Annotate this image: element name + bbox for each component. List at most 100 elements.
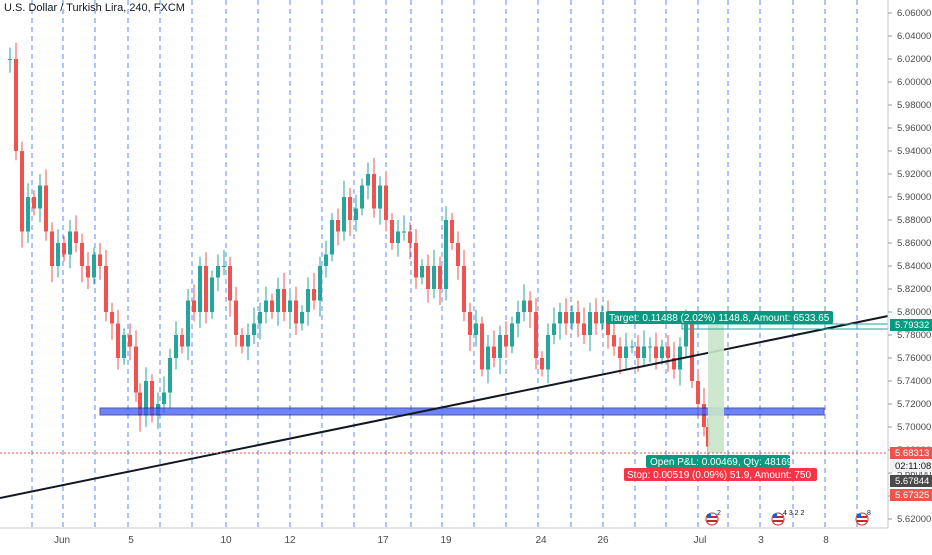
price-tick-label: 5.86000 bbox=[897, 238, 931, 249]
candle-body bbox=[288, 300, 292, 312]
candle-body bbox=[396, 231, 400, 243]
candle-body bbox=[666, 346, 670, 358]
candle-body bbox=[20, 151, 24, 232]
candle-body bbox=[414, 243, 418, 278]
price-tick-label: 5.76000 bbox=[897, 353, 931, 364]
us-flag-event-icon[interactable]: 8 bbox=[855, 510, 871, 526]
price-tick-label: 5.66000 bbox=[897, 468, 931, 479]
candle-body bbox=[378, 185, 382, 209]
price-tick-label: 5.94000 bbox=[897, 146, 931, 157]
candle-body bbox=[600, 312, 604, 324]
candle-body bbox=[246, 335, 250, 347]
candle-body bbox=[324, 254, 328, 266]
candle-body bbox=[252, 323, 256, 335]
us-flag-event-icon[interactable]: 4 3 2 2 bbox=[771, 510, 805, 526]
stop-label[interactable]: Stop: 0.00519 (0.09%) 51.9, Amount: 750 bbox=[624, 468, 817, 481]
price-tick-label: 6.06000 bbox=[897, 8, 931, 19]
candle-body bbox=[258, 312, 262, 324]
candle-body bbox=[354, 208, 358, 220]
candle-body bbox=[216, 266, 220, 278]
price-tick-label: 5.90000 bbox=[897, 192, 931, 203]
candle-body bbox=[318, 266, 322, 301]
svg-text:2: 2 bbox=[717, 510, 721, 517]
candle-body bbox=[462, 266, 466, 312]
candle-body bbox=[528, 300, 532, 312]
svg-text:5.79332: 5.79332 bbox=[895, 320, 929, 331]
candle-body bbox=[342, 197, 346, 232]
price-tick-label: 5.62000 bbox=[897, 514, 931, 525]
candle-body bbox=[654, 346, 658, 358]
candle-body bbox=[228, 266, 232, 301]
price-tick-label: 5.96000 bbox=[897, 123, 931, 134]
date-tick-label: Jul bbox=[694, 535, 707, 546]
candle-body bbox=[648, 346, 652, 348]
candle-body bbox=[62, 243, 66, 255]
date-tick-label: Jun bbox=[54, 535, 70, 546]
target-price-tag: 5.79332 bbox=[890, 319, 932, 331]
candle-body bbox=[50, 231, 54, 266]
candle-body bbox=[690, 323, 694, 381]
candle-body bbox=[312, 289, 316, 301]
date-tick-label: 5 bbox=[128, 535, 134, 546]
candle-body bbox=[624, 346, 628, 358]
countdown-tag: 02:11:08 bbox=[890, 460, 932, 472]
candle-body bbox=[180, 335, 184, 347]
candle-body bbox=[68, 231, 72, 255]
candle-body bbox=[306, 289, 310, 312]
candle-body bbox=[696, 381, 700, 404]
candle-body bbox=[408, 231, 412, 243]
candle-body bbox=[504, 335, 508, 347]
position-target-zone[interactable] bbox=[708, 325, 724, 453]
stop-label-text: Stop: 0.00519 (0.09%) 51.9, Amount: 750 bbox=[627, 470, 811, 481]
candle-body bbox=[672, 358, 676, 370]
date-tick-label: 17 bbox=[377, 535, 389, 546]
price-tick-label: 5.70000 bbox=[897, 422, 931, 433]
candle-body bbox=[456, 243, 460, 266]
support-zone-rectangle[interactable] bbox=[99, 407, 825, 416]
price-tick-label: 6.02000 bbox=[897, 54, 931, 65]
candle-body bbox=[336, 220, 340, 232]
candle-body bbox=[174, 335, 178, 358]
candle-body bbox=[570, 312, 574, 324]
candle-body bbox=[612, 335, 616, 347]
pnl-label[interactable]: Open P&L: 0.00469, Qty: 48169 bbox=[646, 455, 793, 468]
candle-body bbox=[98, 254, 102, 266]
candle-body bbox=[116, 323, 120, 358]
candle-body bbox=[522, 300, 526, 312]
candle-body bbox=[618, 346, 622, 358]
symbol-title[interactable]: U.S. Dollar / Turkish Lira, 240, FXCM bbox=[4, 2, 185, 14]
candle-body bbox=[558, 312, 562, 324]
candle-body bbox=[276, 289, 280, 312]
candle-body bbox=[264, 300, 268, 312]
candle-body bbox=[32, 197, 36, 209]
svg-text:8: 8 bbox=[867, 510, 871, 517]
candle-body bbox=[564, 312, 568, 324]
svg-text:5.67325: 5.67325 bbox=[895, 490, 929, 501]
candle-body bbox=[282, 289, 286, 312]
candle-body bbox=[486, 346, 490, 370]
candle-body bbox=[150, 381, 154, 416]
svg-text:4 3 2 2: 4 3 2 2 bbox=[783, 510, 805, 517]
candle-body bbox=[510, 323, 514, 347]
candle-body bbox=[540, 358, 544, 370]
candle-body bbox=[330, 220, 334, 255]
target-label-text: Target: 0.11488 (2.02%) 1148.8, Amount: … bbox=[609, 313, 830, 324]
candle-body bbox=[468, 312, 472, 335]
candle-body bbox=[204, 266, 208, 312]
candle-body bbox=[222, 266, 226, 267]
candle-body bbox=[134, 346, 138, 393]
candle-body bbox=[26, 197, 30, 232]
price-tick-label: 5.80000 bbox=[897, 307, 931, 318]
candle-body bbox=[426, 266, 430, 289]
target-label[interactable]: Target: 0.11488 (2.02%) 1148.8, Amount: … bbox=[606, 311, 833, 324]
candle-body bbox=[74, 231, 78, 243]
trendline[interactable] bbox=[0, 315, 889, 499]
candle-body bbox=[588, 312, 592, 335]
us-flag-event-icon[interactable]: 2 bbox=[705, 510, 721, 526]
svg-text:02:11:08: 02:11:08 bbox=[895, 461, 931, 472]
entry-price-tag: 5.67844 bbox=[890, 475, 932, 487]
candle-body bbox=[168, 358, 172, 393]
candle-body bbox=[630, 346, 634, 348]
